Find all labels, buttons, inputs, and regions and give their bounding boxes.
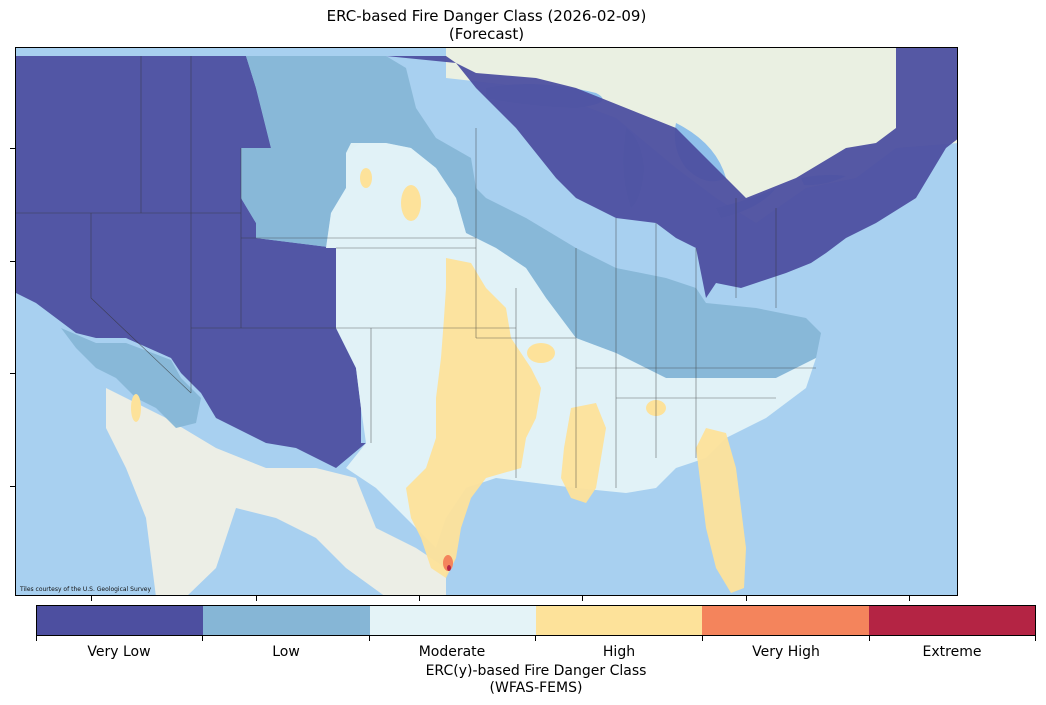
high-zone-patch xyxy=(527,343,555,363)
high-zone-patch xyxy=(360,168,372,188)
high-zone-patch xyxy=(131,394,141,422)
legend-swatch-moderate xyxy=(369,606,536,635)
y-axis-tick xyxy=(10,486,15,487)
legend-tick xyxy=(36,636,37,641)
fire-danger-map xyxy=(16,48,957,595)
y-axis-tick xyxy=(10,148,15,149)
x-axis-tick xyxy=(746,596,747,601)
legend-title-line2: (WFAS-FEMS) xyxy=(489,680,583,696)
legend-label-high: High xyxy=(602,644,636,660)
extreme-zone xyxy=(447,565,451,571)
y-axis-tick xyxy=(10,261,15,262)
map-title-line1: ERC-based Fire Danger Class (2026-02-09) xyxy=(326,7,647,25)
x-axis-tick xyxy=(582,596,583,601)
x-axis-tick xyxy=(256,596,257,601)
legend-title-line1: ERC(y)-based Fire Danger Class xyxy=(425,663,647,679)
legend-swatch-very-low xyxy=(37,606,204,635)
high-zone-florida xyxy=(696,428,746,593)
legend-label-moderate: Moderate xyxy=(418,644,486,660)
legend-swatch-extreme xyxy=(868,606,1035,635)
state-boundaries xyxy=(16,56,816,488)
x-axis-tick xyxy=(419,596,420,601)
low-zone-central xyxy=(241,56,821,378)
legend-title: ERC(y)-based Fire Danger Class (WFAS-FEM… xyxy=(36,663,1036,697)
y-axis-tick xyxy=(10,373,15,374)
legend-tick xyxy=(369,636,370,641)
very-low-zone-northeast xyxy=(386,48,957,298)
legend-tick xyxy=(202,636,203,641)
mexico-land xyxy=(106,388,446,595)
legend-label-very-high: Very High xyxy=(752,644,820,660)
legend-swatch-low xyxy=(203,606,370,635)
x-axis-tick xyxy=(909,596,910,601)
legend-label-very-low: Very Low xyxy=(87,644,151,660)
legend-tick xyxy=(702,636,703,641)
low-zone-california xyxy=(61,328,201,428)
legend-label-low: Low xyxy=(272,644,300,660)
legend-swatch-high xyxy=(535,606,703,635)
x-axis-tick xyxy=(91,596,92,601)
high-zone-patch xyxy=(401,185,421,221)
legend-tick xyxy=(535,636,536,641)
map-attribution: Tiles courtesy of the U.S. Geological Su… xyxy=(20,586,152,593)
high-zone-gulf xyxy=(561,403,606,503)
legend-swatch-very-high xyxy=(702,606,869,635)
legend-label-extreme: Extreme xyxy=(922,644,982,660)
legend-colorbar xyxy=(36,605,1036,636)
legend-tick xyxy=(869,636,870,641)
map-title-line2: (Forecast) xyxy=(448,25,525,43)
legend-tick xyxy=(1035,636,1036,641)
map-panel[interactable]: Tiles courtesy of the U.S. Geological Su… xyxy=(15,47,958,596)
map-title: ERC-based Fire Danger Class (2026-02-09)… xyxy=(15,7,958,43)
